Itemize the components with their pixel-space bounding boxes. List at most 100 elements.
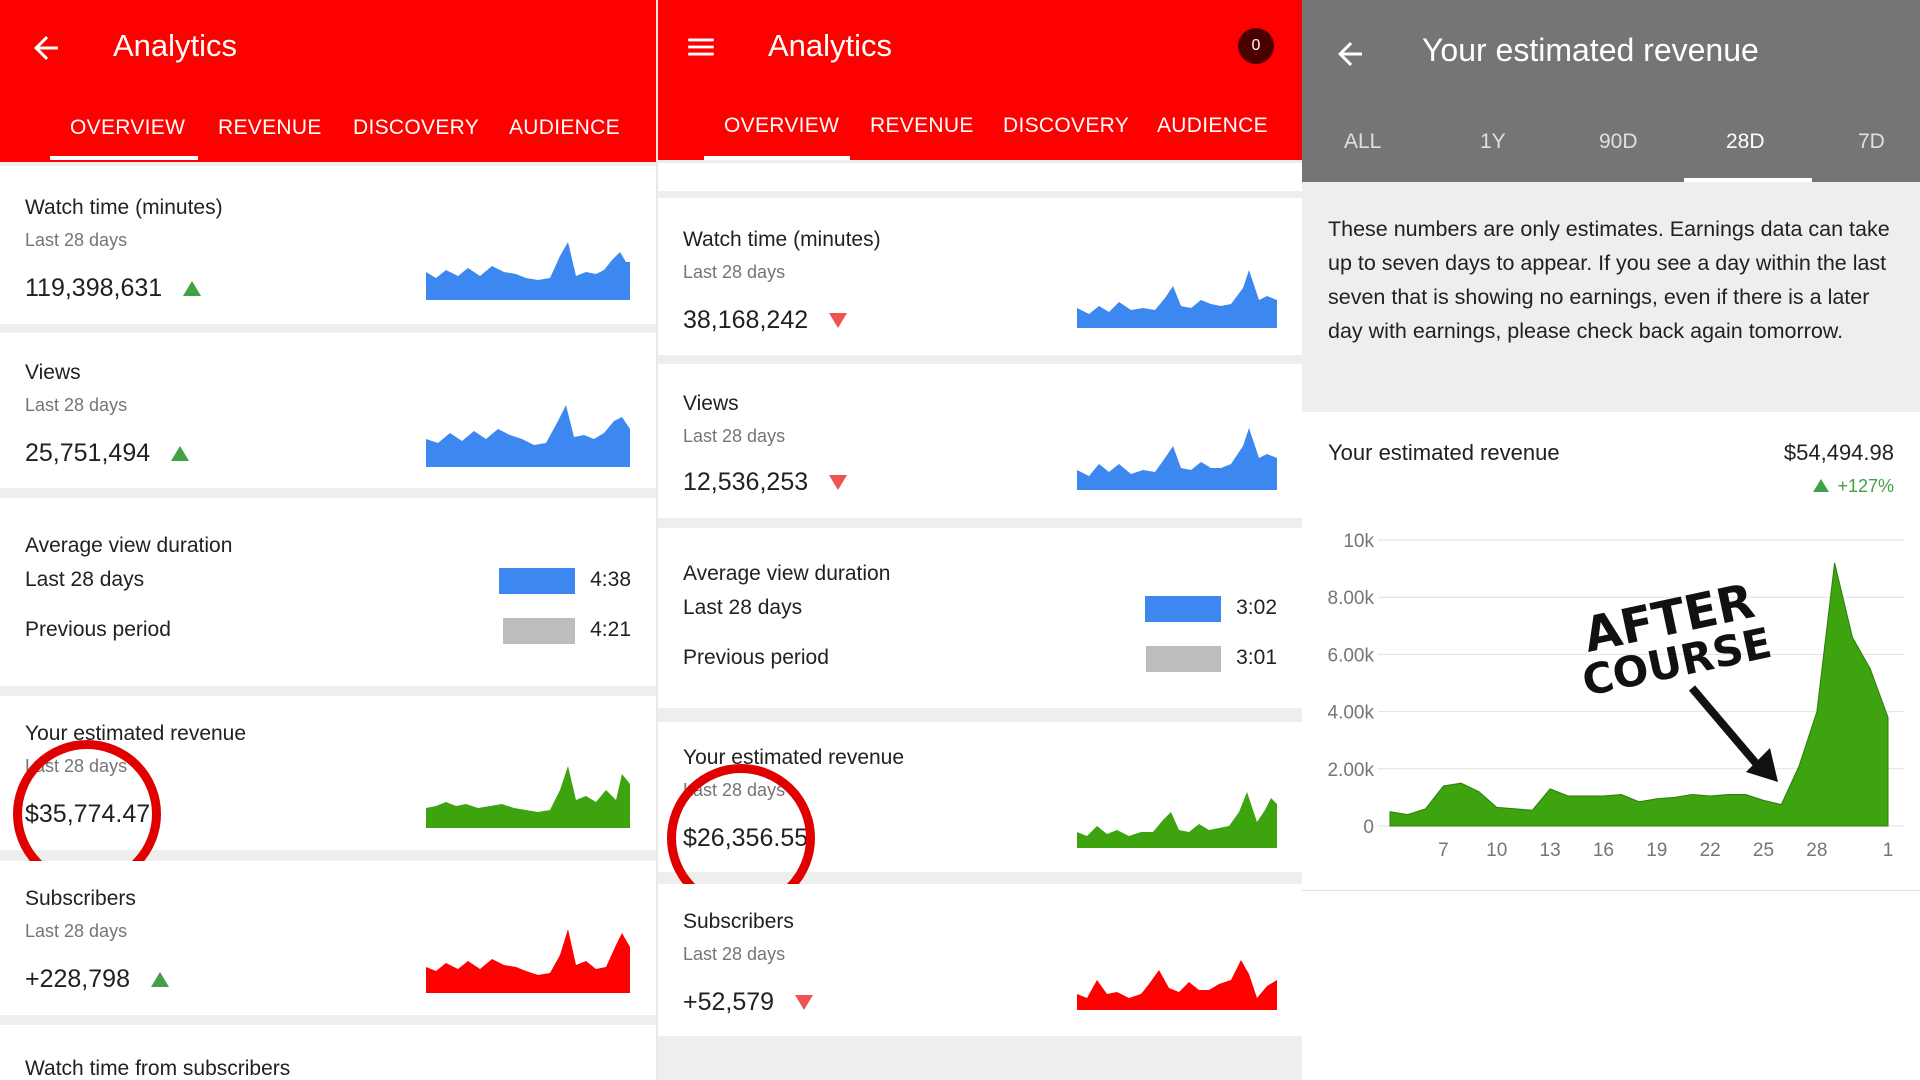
card-value: 25,751,494	[25, 439, 190, 468]
x-tick-label: 16	[1593, 840, 1614, 861]
x-tick-label: 10	[1486, 840, 1507, 861]
analytics-panel-before: Analytics OVERVIEW REVENUE DISCOVERY AUD…	[0, 0, 656, 1080]
hamburger-menu-icon[interactable]	[684, 30, 718, 64]
arrow-left-icon[interactable]	[1332, 36, 1368, 72]
tab-90d[interactable]: 90D	[1599, 130, 1638, 153]
card-value: +228,798	[25, 965, 169, 994]
sparkline	[426, 242, 630, 300]
card-title: Average view duration	[25, 534, 233, 557]
card-title: Views	[25, 361, 81, 384]
card-value: 38,168,242	[683, 306, 848, 335]
views-card[interactable]: Views Last 28 days 12,536,253	[658, 364, 1302, 518]
card-period: Last 28 days	[25, 395, 128, 415]
trend-up-icon	[1813, 479, 1830, 492]
duration-value: 3:01	[1236, 646, 1277, 669]
tab-revenue[interactable]: REVENUE	[218, 116, 322, 139]
sparkline	[1077, 270, 1277, 328]
value-text: +228,798	[25, 965, 130, 993]
card-title: Average view duration	[683, 562, 891, 585]
revenue-area	[1389, 562, 1889, 827]
arrow-left-icon[interactable]	[28, 30, 64, 66]
value-text: 12,536,253	[683, 468, 809, 496]
duration-bar-current	[499, 568, 575, 594]
views-card[interactable]: Views Last 28 days 25,751,494	[0, 333, 656, 488]
duration-bar-previous	[503, 618, 575, 644]
avg-duration-card[interactable]: Average view duration Last 28 days 3:02 …	[658, 528, 1302, 708]
revenue-area-chart: 0 2.00k 4.00k 6.00k 8.00k 10k 7 10 13 16 19 22 25 28…	[1328, 531, 1904, 861]
y-tick-label: 4.00k	[1328, 703, 1375, 724]
tab-1y[interactable]: 1Y	[1480, 130, 1506, 153]
previous-period-row: Previous period 3:01	[683, 646, 1277, 676]
period-label: Last 28 days	[25, 568, 145, 591]
x-tick-label: 19	[1646, 840, 1667, 861]
analytics-panel-earlier: Analytics 0 OVERVIEW REVENUE DISCOVERY A…	[658, 0, 1302, 1080]
subscribers-card[interactable]: Subscribers Last 28 days +52,579	[658, 884, 1302, 1036]
trend-down-icon	[795, 995, 814, 1010]
watch-time-card[interactable]: Watch time (minutes) Last 28 days 119,39…	[0, 166, 656, 324]
spacer-card	[658, 163, 1302, 191]
annotation-arrow-head	[1746, 748, 1778, 782]
tab-revenue[interactable]: REVENUE	[870, 114, 974, 137]
x-tick-label: 22	[1700, 840, 1721, 861]
value-text: 119,398,631	[25, 274, 163, 302]
card-period: Last 28 days	[683, 426, 786, 446]
tab-audience[interactable]: AUDIENCE	[509, 116, 620, 139]
tab-overview[interactable]: OVERVIEW	[70, 116, 186, 139]
x-tick-label: 25	[1753, 840, 1774, 861]
card-title: Subscribers	[683, 910, 794, 933]
tab-bar: OVERVIEW REVENUE DISCOVERY AUDIENCE	[658, 96, 1302, 160]
sparkline	[426, 929, 630, 993]
card-period: Last 28 days	[683, 944, 786, 964]
duration-bar-current	[1145, 596, 1221, 622]
card-value: 119,398,631	[25, 274, 202, 303]
trend-up-icon	[150, 972, 169, 987]
subscribers-card[interactable]: Subscribers Last 28 days +228,798	[0, 861, 656, 1015]
avg-duration-card[interactable]: Average view duration Last 28 days 4:38 …	[0, 498, 656, 686]
app-bar: Analytics OVERVIEW REVENUE DISCOVERY AUD…	[0, 0, 656, 162]
card-title: Watch time from subscribers	[25, 1057, 291, 1080]
duration-bar-previous	[1146, 646, 1221, 672]
after-course-annotation: AFTER COURSE	[1578, 573, 1778, 782]
trend-down-icon	[829, 313, 848, 328]
tab-audience[interactable]: AUDIENCE	[1157, 114, 1268, 137]
tab-overview[interactable]: OVERVIEW	[724, 114, 840, 137]
y-tick-label: 8.00k	[1328, 588, 1375, 609]
revenue-detail-panel: Your estimated revenue ALL 1Y 90D 28D 7D…	[1302, 0, 1920, 1080]
y-tick-label: 10k	[1343, 531, 1374, 552]
card-title: Your estimated revenue	[683, 746, 905, 769]
value-text: 25,751,494	[25, 439, 151, 467]
watch-time-card[interactable]: Watch time (minutes) Last 28 days 38,168…	[658, 198, 1302, 355]
card-title: Views	[683, 392, 739, 415]
card-value: +52,579	[683, 988, 814, 1017]
value-text: 38,168,242	[683, 306, 809, 334]
tab-bar: OVERVIEW REVENUE DISCOVERY AUDIENCE	[0, 96, 656, 160]
current-period-row: Last 28 days 3:02	[683, 596, 1277, 626]
card-title: Subscribers	[25, 887, 136, 910]
x-tick-label: 7	[1438, 840, 1449, 861]
duration-value: 4:21	[590, 618, 631, 641]
watch-time-subscribers-card[interactable]: Watch time from subscribers	[0, 1025, 656, 1080]
notification-badge[interactable]: 0	[1238, 28, 1274, 64]
tab-indicator	[50, 156, 198, 160]
x-tick-label: 13	[1540, 840, 1561, 861]
card-title: Watch time (minutes)	[683, 228, 881, 251]
tab-all[interactable]: ALL	[1344, 130, 1382, 153]
sparkline	[1077, 792, 1277, 848]
page-title: Your estimated revenue	[1422, 32, 1759, 68]
tab-28d[interactable]: 28D	[1726, 130, 1765, 153]
tab-discovery[interactable]: DISCOVERY	[353, 116, 480, 139]
annotation-arrow-shaft	[1688, 685, 1764, 771]
y-tick-label: 2.00k	[1328, 760, 1375, 781]
page-title: Analytics	[113, 28, 238, 63]
revenue-change: +127%	[1813, 476, 1894, 497]
tab-discovery[interactable]: DISCOVERY	[1003, 114, 1130, 137]
trend-down-icon	[829, 475, 848, 490]
period-label: Previous period	[25, 618, 171, 641]
tab-indicator	[1684, 178, 1812, 182]
sparkline	[426, 405, 630, 467]
y-tick-label: 0	[1363, 817, 1374, 838]
card-period: Last 28 days	[25, 921, 128, 941]
tab-7d[interactable]: 7D	[1858, 130, 1885, 153]
period-label: Last 28 days	[683, 596, 803, 619]
current-period-row: Last 28 days 4:38	[25, 568, 631, 598]
